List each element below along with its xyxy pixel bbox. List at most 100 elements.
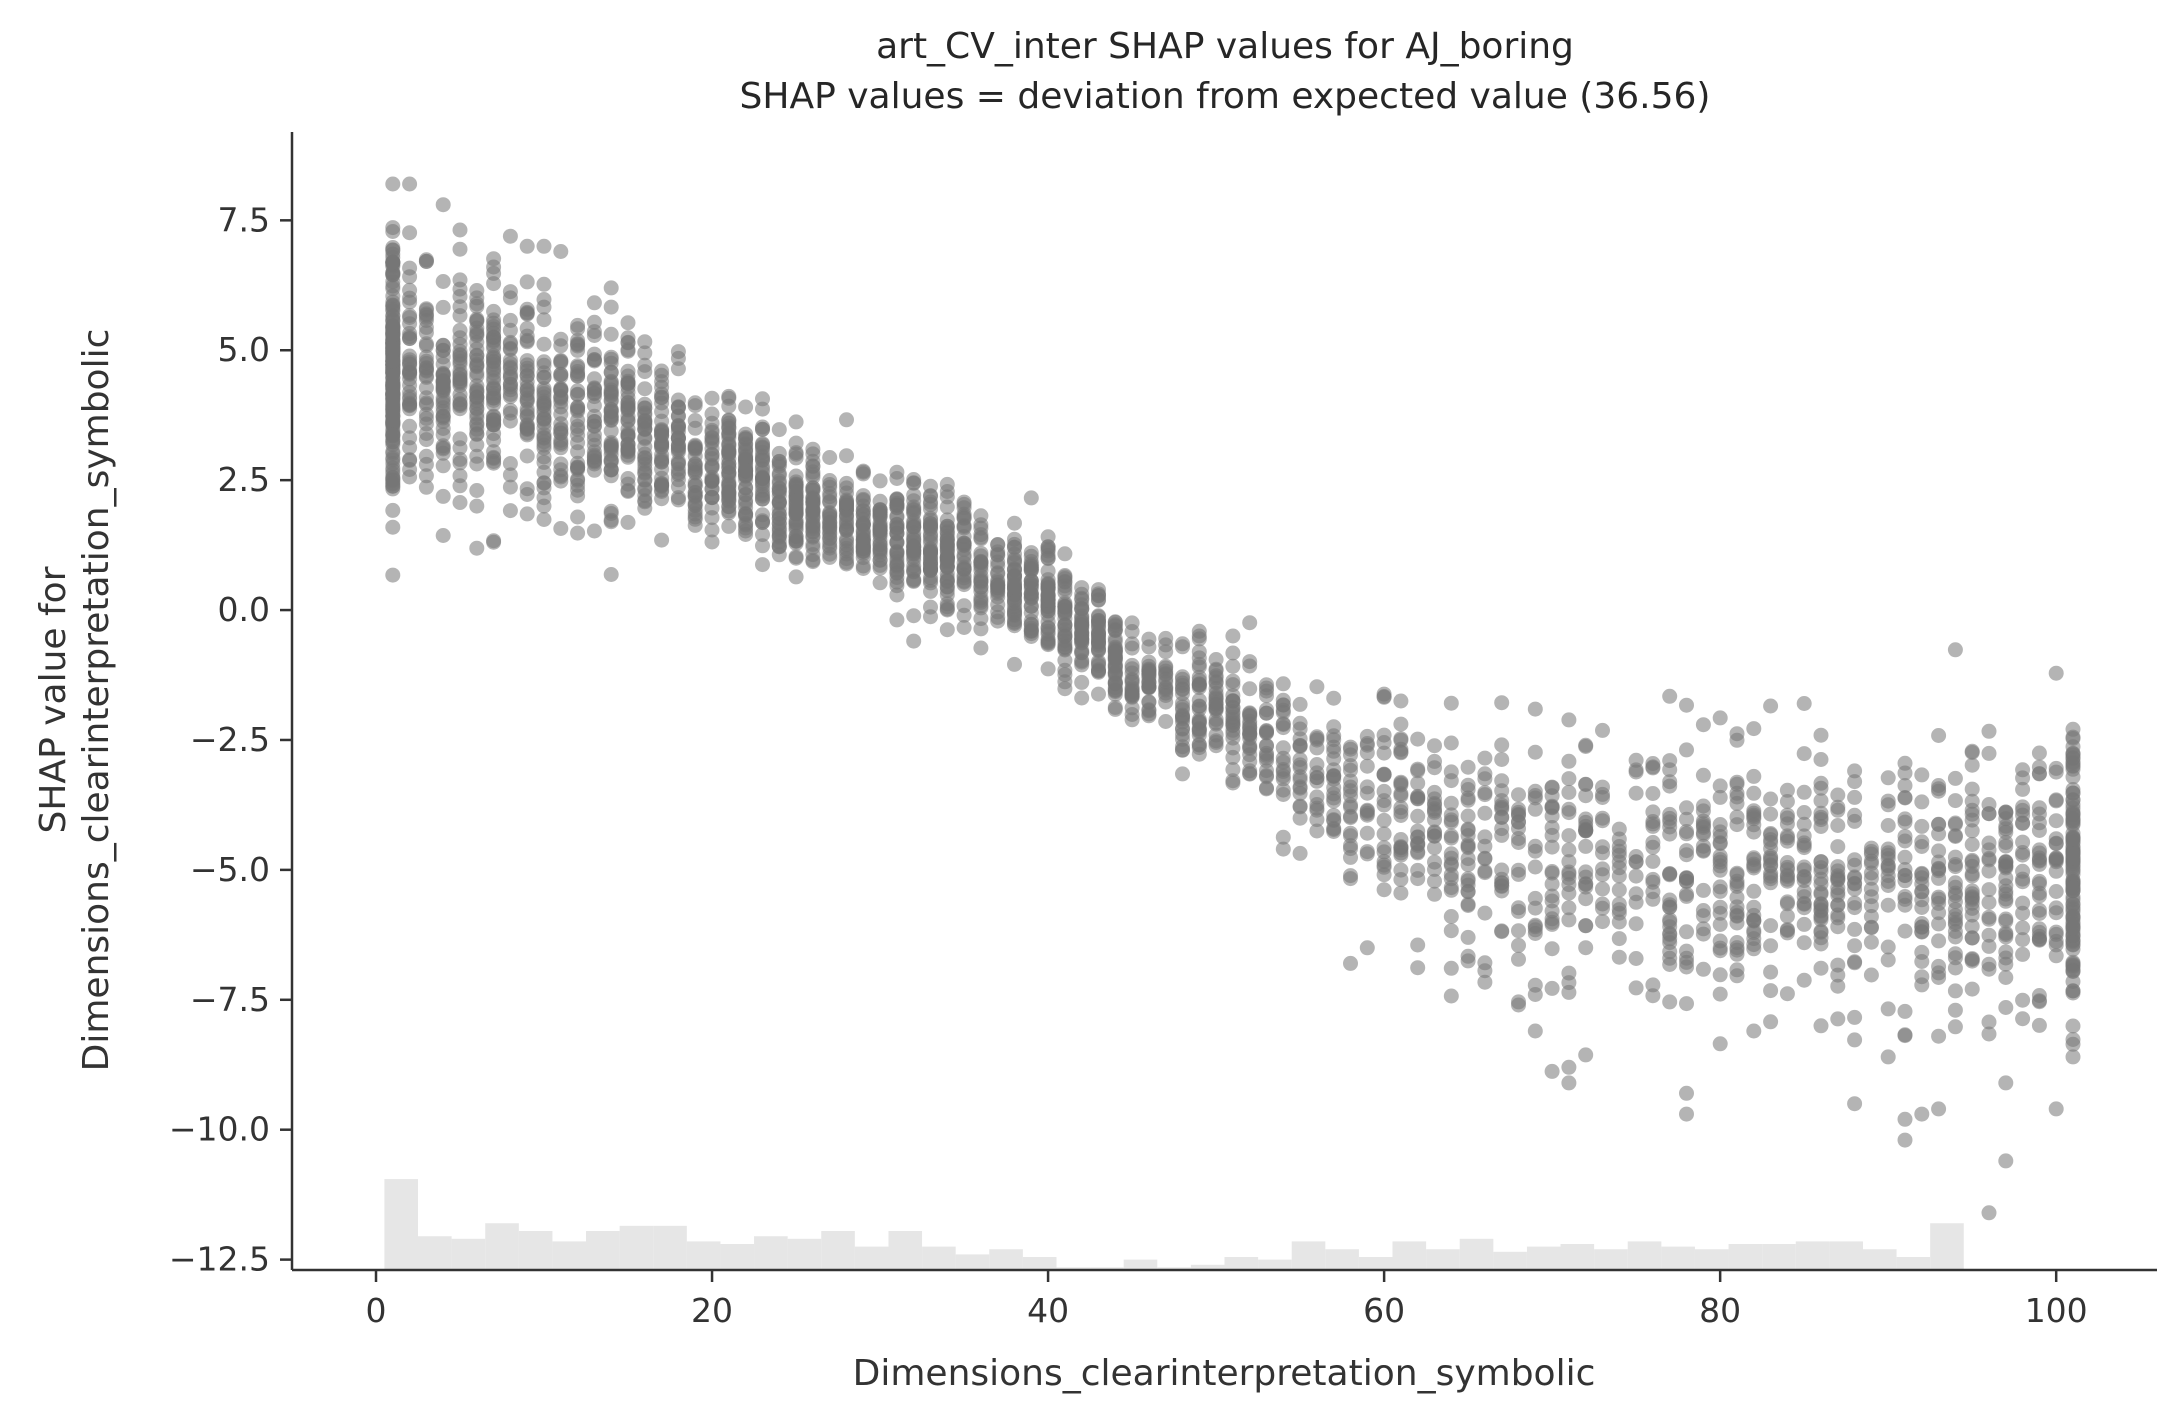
scatter-point	[1796, 835, 1812, 851]
scatter-point	[469, 311, 485, 327]
histogram-bar	[1224, 1257, 1259, 1270]
scatter-point	[1796, 972, 1812, 988]
scatter-point	[1443, 923, 1459, 939]
scatter-point	[939, 599, 955, 615]
scatter-point	[1897, 1111, 1913, 1127]
scatter-point	[502, 228, 518, 244]
scatter-point	[1242, 738, 1258, 754]
scatter-point	[1208, 702, 1224, 718]
histogram-bar	[384, 1179, 419, 1270]
scatter-point	[1511, 903, 1526, 919]
scatter-point	[1410, 808, 1426, 824]
scatter-point	[973, 611, 989, 627]
scatter-point	[1914, 794, 1930, 810]
scatter-point	[805, 459, 821, 474]
scatter-point	[1460, 896, 1476, 912]
scatter-point	[1662, 867, 1678, 883]
scatter-point	[1863, 909, 1879, 924]
scatter-point	[1595, 839, 1610, 855]
scatter-point	[418, 253, 434, 269]
scatter-point	[1897, 1132, 1913, 1148]
scatter-point	[1191, 628, 1207, 644]
scatter-point	[435, 413, 451, 429]
scatter-point	[906, 472, 922, 487]
scatter-point	[1007, 595, 1022, 611]
scatter-point	[1410, 761, 1426, 777]
scatter-point	[1779, 855, 1795, 870]
scatter-point	[1964, 952, 1980, 967]
scatter-point	[1040, 541, 1056, 557]
scatter-point	[1460, 808, 1476, 824]
y-tick-label: 0.0	[218, 590, 270, 629]
scatter-point	[1779, 782, 1795, 798]
scatter-point	[1947, 960, 1963, 976]
scatter-point	[1998, 1153, 2014, 1169]
scatter-point	[1746, 899, 1762, 915]
scatter-point	[1359, 825, 1375, 841]
scatter-point	[1998, 891, 2014, 907]
scatter-point	[469, 437, 485, 453]
scatter-point	[654, 436, 670, 452]
scatter-point	[385, 456, 401, 471]
scatter-point	[603, 567, 619, 582]
scatter-point	[1611, 931, 1627, 947]
scatter-point	[1863, 844, 1879, 859]
scatter-point	[1947, 983, 1963, 999]
scatter-point	[1880, 818, 1896, 833]
scatter-point	[1897, 923, 1913, 939]
scatter-point	[822, 489, 838, 505]
scatter-point	[402, 430, 418, 446]
scatter-point	[603, 326, 619, 342]
scatter-point	[452, 455, 468, 471]
scatter-point	[1175, 639, 1190, 655]
scatter-point	[452, 322, 468, 338]
scatter-point	[1813, 752, 1829, 767]
scatter-point	[1477, 805, 1493, 821]
scatter-point	[536, 276, 552, 292]
scatter-point	[1914, 834, 1930, 850]
scatter-point	[1998, 970, 2014, 985]
scatter-point	[1225, 740, 1241, 756]
histogram-bar	[1627, 1241, 1662, 1270]
scatter-point	[1611, 882, 1627, 898]
scatter-point	[906, 499, 922, 515]
scatter-point	[502, 356, 518, 372]
scatter-point	[1460, 877, 1476, 893]
scatter-point	[1124, 688, 1140, 703]
scatter-point	[1427, 753, 1442, 769]
scatter-point	[1645, 804, 1661, 820]
scatter-point	[1527, 922, 1543, 938]
scatter-point	[1746, 768, 1762, 784]
scatter-point	[519, 332, 535, 348]
scatter-point	[973, 600, 989, 616]
scatter-point	[1494, 752, 1510, 767]
scatter-point	[1477, 974, 1493, 990]
scatter-point	[1662, 931, 1678, 947]
histogram-bar	[754, 1236, 788, 1270]
scatter-point	[1779, 922, 1795, 938]
scatter-point	[536, 475, 552, 491]
scatter-point	[1443, 695, 1459, 711]
scatter-point	[1460, 792, 1476, 808]
scatter-point	[1830, 818, 1846, 833]
scatter-point	[738, 442, 754, 458]
scatter-point	[1712, 848, 1728, 864]
scatter-point	[469, 426, 485, 442]
scatter-point	[1729, 968, 1745, 984]
scatter-point	[418, 380, 434, 396]
scatter-point	[1343, 799, 1358, 815]
scatter-point	[973, 520, 989, 536]
scatter-point	[1443, 960, 1459, 976]
scatter-point	[1292, 752, 1308, 767]
scatter-point	[1746, 860, 1762, 876]
scatter-point	[1410, 960, 1426, 976]
scatter-point	[2065, 811, 2081, 827]
histogram-bar	[888, 1231, 923, 1270]
scatter-point	[1040, 614, 1056, 630]
scatter-point	[1275, 829, 1291, 845]
scatter-point	[486, 393, 502, 408]
scatter-point	[1275, 717, 1291, 732]
scatter-point	[1544, 865, 1560, 881]
scatter-point	[2065, 985, 2081, 1001]
